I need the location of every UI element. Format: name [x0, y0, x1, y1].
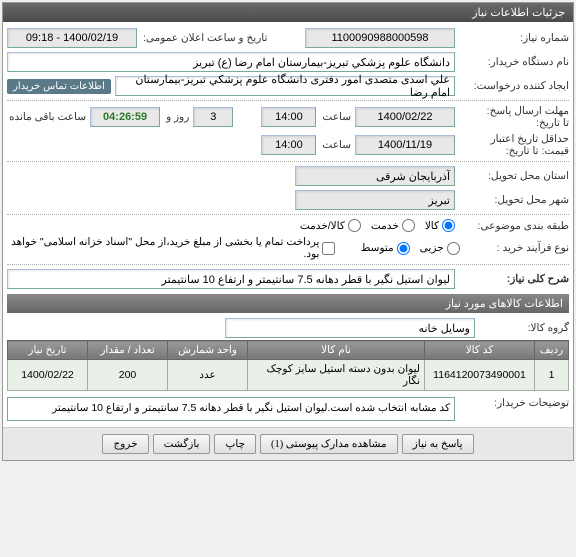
deadline-date1: 1400/02/22 [355, 107, 455, 127]
buyer-note-field: کد مشابه انتخاب شده است.لیوان استیل نگیر… [7, 397, 455, 421]
city-label: شهر محل تحویل: [459, 194, 569, 206]
response-label-text: مهلت ارسال پاسخ: [487, 105, 569, 117]
province-field: آذربایجان شرقی [295, 166, 455, 186]
response-deadline-label: مهلت ارسال پاسخ: تا تاریخ: [459, 105, 569, 129]
province-label: استان محل تحویل: [459, 170, 569, 182]
checkbox-payment[interactable]: پرداخت تمام یا بخشی از مبلغ خرید،از محل … [7, 236, 335, 260]
group-label: گروه کالا: [479, 322, 569, 334]
button-bar: پاسخ به نیاز مشاهده مدارک پیوستی (1) چاپ… [3, 427, 573, 460]
th-date: تاریخ نیاز [8, 341, 88, 360]
th-code: کد کالا [425, 341, 535, 360]
row-req-number: شماره نیاز: 1100090988000598 تاریخ و ساع… [7, 26, 569, 50]
radio-service[interactable]: خدمت [371, 219, 415, 232]
process-label: نوع فرآیند خرید : [464, 242, 569, 254]
radio-medium-label: متوسط [361, 242, 394, 254]
row-group: گروه کالا: وسایل خانه [7, 316, 569, 340]
cell-unit: عدد [168, 360, 248, 391]
days-field: 3 [193, 107, 233, 127]
print-button[interactable]: چاپ [214, 434, 256, 454]
content-area: شماره نیاز: 1100090988000598 تاریخ و ساع… [3, 22, 573, 427]
radio-small-input[interactable] [447, 242, 460, 255]
payment-note-label: پرداخت تمام یا بخشی از مبلغ خرید،از محل … [7, 236, 319, 260]
row-province: استان محل تحویل: آذربایجان شرقی [7, 164, 569, 188]
group-field: وسایل خانه [225, 318, 475, 338]
cell-name: لیوان بدون دسته استیل سایز کوچک نگار [248, 360, 425, 391]
time-label1: ساعت [320, 111, 351, 123]
process-radio-group: جزیی متوسط [361, 242, 460, 255]
need-title-field: لیوان استیل نگیر با قطر دهانه 7.5 سانتیم… [7, 269, 455, 289]
cell-code: 1164120073490001 [425, 360, 535, 391]
radio-service-input[interactable] [402, 219, 415, 232]
creator-field: علي اسدی متصدی امور دفتری دانشگاه علوم پ… [115, 76, 455, 96]
goods-table: ردیف کد کالا نام کالا واحد شمارش تعداد /… [7, 340, 569, 391]
row-creator: ایجاد کننده درخواست: علي اسدی متصدی امور… [7, 74, 569, 98]
row-classification: طبقه بندی موضوعی: کالا خدمت کالا/خدمت [7, 217, 569, 234]
respond-button[interactable]: پاسخ به نیاز [402, 434, 474, 454]
back-button[interactable]: بازگشت [153, 434, 211, 454]
countdown-field: 04:26:59 [90, 107, 160, 127]
radio-small-label: جزیی [420, 242, 444, 254]
th-qty: تعداد / مقدار [88, 341, 168, 360]
classif-label: طبقه بندی موضوعی: [459, 220, 569, 232]
radio-goods-service-input[interactable] [348, 219, 361, 232]
cell-n: 1 [535, 360, 569, 391]
price-label-text: قیمت: تا تاریخ: [506, 145, 569, 157]
row-process: نوع فرآیند خرید : جزیی متوسط پرداخت تمام… [7, 234, 569, 262]
divider [7, 100, 569, 101]
to-date-label-text: تا تاریخ: [536, 117, 569, 129]
deadline-time2: 14:00 [261, 135, 316, 155]
credit-deadline-label: حداقل تاریخ اعتبار قیمت: تا تاریخ: [459, 133, 569, 157]
table-header-row: ردیف کد کالا نام کالا واحد شمارش تعداد /… [8, 341, 569, 360]
org-label: نام دستگاه خریدار: [459, 56, 569, 68]
deadline-date2: 1400/11/19 [355, 135, 455, 155]
deadline-time1: 14:00 [261, 107, 316, 127]
need-title-label: شرح کلی نیاز: [459, 273, 569, 285]
radio-medium-input[interactable] [397, 242, 410, 255]
req-num-field: 1100090988000598 [305, 28, 455, 48]
announce-field: 1400/02/19 - 09:18 [7, 28, 137, 48]
row-deadline2: حداقل تاریخ اعتبار قیمت: تا تاریخ: 1400/… [7, 131, 569, 159]
contact-buyer-button[interactable]: اطلاعات تماس خریدار [7, 79, 111, 94]
th-name: نام کالا [248, 341, 425, 360]
city-field: تبریز [295, 190, 455, 210]
days-and-label: روز و [164, 111, 189, 123]
radio-goods-service[interactable]: کالا/خدمت [300, 219, 361, 232]
window-title: جزئیات اطلاعات نیاز [3, 3, 573, 22]
divider [7, 264, 569, 265]
radio-goods[interactable]: کالا [425, 219, 455, 232]
radio-medium[interactable]: متوسط [361, 242, 410, 255]
goods-section-header: اطلاعات کالاهای مورد نیاز [7, 294, 569, 313]
divider [7, 161, 569, 162]
radio-goods-service-label: کالا/خدمت [300, 220, 345, 232]
org-field: دانشگاه علوم پزشکي تبريز-بيمارستان امام … [7, 52, 455, 72]
requirement-details-window: جزئیات اطلاعات نیاز شماره نیاز: 11000909… [2, 2, 574, 461]
radio-goods-input[interactable] [442, 219, 455, 232]
row-deadline1: مهلت ارسال پاسخ: تا تاریخ: 1400/02/22 سا… [7, 103, 569, 131]
exit-button[interactable]: خروج [102, 434, 148, 454]
attachments-button[interactable]: مشاهده مدارک پیوستی (1) [260, 434, 398, 454]
announce-label: تاریخ و ساعت اعلان عمومی: [141, 32, 267, 44]
th-unit: واحد شمارش [168, 341, 248, 360]
radio-service-label: خدمت [371, 220, 399, 232]
divider [7, 214, 569, 215]
row-buyer-note: توضیحات خریدار: کد مشابه انتخاب شده است.… [7, 395, 569, 423]
cell-date: 1400/02/22 [8, 360, 88, 391]
row-city: شهر محل تحویل: تبریز [7, 188, 569, 212]
classif-radio-group: کالا خدمت کالا/خدمت [300, 219, 455, 232]
th-row: ردیف [535, 341, 569, 360]
table-row[interactable]: 1 1164120073490001 لیوان بدون دسته استیل… [8, 360, 569, 391]
row-org: نام دستگاه خریدار: دانشگاه علوم پزشکي تب… [7, 50, 569, 74]
buyer-note-label: توضیحات خریدار: [459, 397, 569, 409]
row-need-title: شرح کلی نیاز: لیوان استیل نگیر با قطر ده… [7, 267, 569, 291]
creator-label: ایجاد کننده درخواست: [459, 80, 569, 92]
time-label2: ساعت [320, 139, 351, 151]
credit-label-text: حداقل تاریخ اعتبار [491, 133, 569, 145]
checkbox-payment-input[interactable] [322, 242, 335, 255]
radio-small[interactable]: جزیی [420, 242, 460, 255]
cell-qty: 200 [88, 360, 168, 391]
remain-label: ساعت باقی مانده [7, 111, 86, 123]
req-num-label: شماره نیاز: [459, 32, 569, 44]
radio-goods-label: کالا [425, 220, 439, 232]
